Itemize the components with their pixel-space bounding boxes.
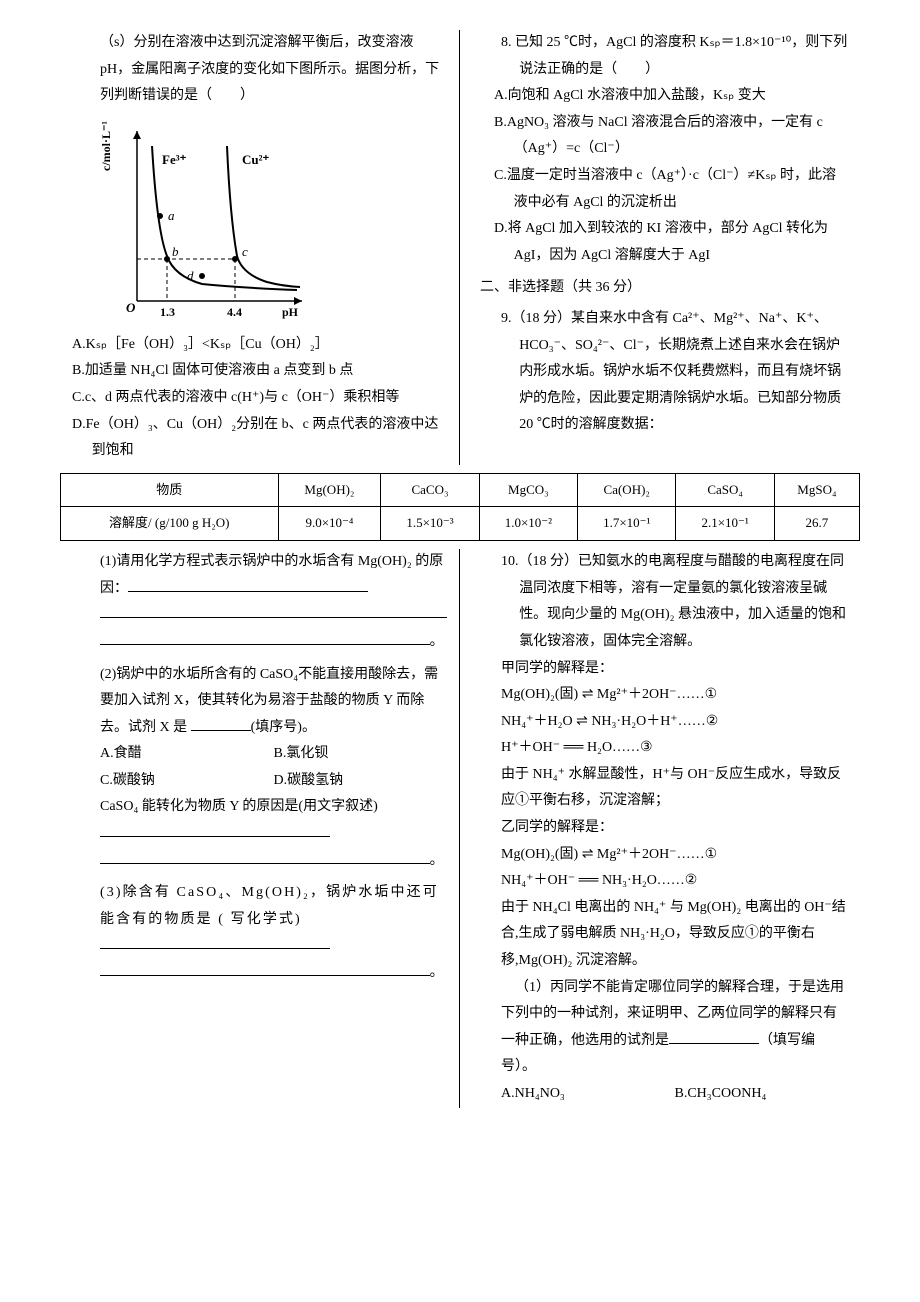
q8-optC: C.温度一定时当溶液中 c（Ag⁺）·c（Cl⁻）≠Kₛₚ 时，此溶液中必有 A… xyxy=(480,163,848,216)
q8-stem: 8. 已知 25 ℃时，AgCl 的溶度积 Kₛₚ＝1.8×10⁻¹⁰，则下列说… xyxy=(480,30,848,83)
q7-intro: （s）分别在溶液中达到沉淀溶解平衡后，改变溶液 pH，金属阳离子浓度的变化如下图… xyxy=(72,30,447,110)
q10-stem: 10.（18 分）已知氨水的电离程度与醋酸的电离程度在同温同浓度下相等，溶有一定… xyxy=(480,549,848,655)
chart-point-c: c xyxy=(242,244,248,259)
q9-part1: (1)请用化学方程式表示锅炉中的水垢含有 Mg(OH)₂ 的原因： xyxy=(72,549,447,602)
table-hdr-substance: 物质 xyxy=(61,473,279,507)
q9-part2-reason-text: CaSO₄ 能转化为物质 Y 的原因是(用文字叙述) xyxy=(100,799,378,814)
q9-part3: (3)除含有 CaSO₄、Mg(OH)₂，锅炉水垢中还可能含有的物质是 ( 写化… xyxy=(72,880,447,960)
q10-eq1: Mg(OH)₂(固) ⇌ Mg²⁺＋2OH⁻……① xyxy=(480,682,848,709)
table-hdr-2: CaCO₃ xyxy=(381,473,479,507)
lower-left-column: (1)请用化学方程式表示锅炉中的水垢含有 Mg(OH)₂ 的原因： 。 (2)锅… xyxy=(60,549,460,1107)
q9p2-optA: A.食醋 xyxy=(100,741,274,768)
upper-columns: （s）分别在溶液中达到沉淀溶解平衡后，改变溶液 pH，金属阳离子浓度的变化如下图… xyxy=(60,30,860,465)
q10-eq4: Mg(OH)₂(固) ⇌ Mg²⁺＋2OH⁻……① xyxy=(480,842,848,869)
q10-jia-label: 甲同学的解释是： xyxy=(480,656,848,683)
q9-part2-opts-2: C.碳酸钠 D.碳酸氢钠 xyxy=(72,768,447,795)
q10-bing: （1）丙同学不能肯定哪位同学的解释合理，于是选用下列中的一种试剂，来证明甲、乙两… xyxy=(480,975,848,1081)
q10-bing-optA: A.NH₄NO₃ xyxy=(501,1081,675,1108)
chart-curve-fe: Fe³⁺ xyxy=(162,152,187,167)
q10-bing-optB: B.CH₃COONH₄ xyxy=(675,1081,849,1108)
q9-part2-suffix: (填序号)。 xyxy=(251,720,316,735)
q10-jia-expl: 由于 NH₄⁺ 水解显酸性，H⁺与 OH⁻反应生成水，导致反应①平衡右移，沉淀溶… xyxy=(480,762,848,815)
blank-row-4: 。 xyxy=(72,960,447,987)
blank-line xyxy=(100,962,430,976)
blank-line xyxy=(100,631,430,645)
q10-yi-label: 乙同学的解释是： xyxy=(480,815,848,842)
lower-columns: (1)请用化学方程式表示锅炉中的水垢含有 Mg(OH)₂ 的原因： 。 (2)锅… xyxy=(60,549,860,1107)
section-2-title: 二、非选择题（共 36 分） xyxy=(480,275,848,302)
chart-point-b: b xyxy=(172,244,179,259)
chart-x-label: pH xyxy=(282,305,299,319)
q10-yi-expl: 由于 NH₄Cl 电离出的 NH₄⁺ 与 Mg(OH)₂ 电离出的 OH⁻结合,… xyxy=(480,895,848,975)
blank-row-1 xyxy=(72,602,447,629)
chart-origin: O xyxy=(126,300,136,315)
q7-optB: B.加适量 NH₄Cl 固体可使溶液由 a 点变到 b 点 xyxy=(72,358,447,385)
blank-line xyxy=(100,935,330,949)
solubility-table: 物质 Mg(OH)₂ CaCO₃ MgCO₃ Ca(OH)₂ CaSO₄ MgS… xyxy=(60,473,860,541)
chart-y-label: c/mol·L⁻¹ xyxy=(102,120,113,170)
table-data-row: 溶解度/ (g/100 g H₂O) 9.0×10⁻⁴ 1.5×10⁻³ 1.0… xyxy=(61,507,860,541)
q9p2-optD: D.碳酸氢钠 xyxy=(274,768,448,795)
blank-line xyxy=(100,604,447,618)
table-rowhdr: 溶解度/ (g/100 g H₂O) xyxy=(61,507,279,541)
lower-right-column: 10.（18 分）已知氨水的电离程度与醋酸的电离程度在同温同浓度下相等，溶有一定… xyxy=(460,549,860,1107)
blank-line xyxy=(669,1030,759,1044)
chart-curve-cu: Cu²⁺ xyxy=(242,152,270,167)
blank-line xyxy=(100,823,330,837)
blank-row-3: 。 xyxy=(72,848,447,875)
chart-point-d: d xyxy=(187,268,194,283)
upper-left-column: （s）分别在溶液中达到沉淀溶解平衡后，改变溶液 pH，金属阳离子浓度的变化如下图… xyxy=(60,30,460,465)
chart-xtick-2: 4.4 xyxy=(227,305,242,319)
table-hdr-3: MgCO₃ xyxy=(479,473,577,507)
solubility-ph-chart: c/mol·L⁻¹ Fe³⁺ Cu²⁺ a b c d 1.3 4.4 pH O xyxy=(102,116,312,326)
table-val-1: 9.0×10⁻⁴ xyxy=(278,507,381,541)
q9-part2-opts-1: A.食醋 B.氯化钡 xyxy=(72,741,447,768)
q8-optB: B.AgNO₃ 溶液与 NaCl 溶液混合后的溶液中，一定有 c（Ag⁺）=c（… xyxy=(480,110,848,163)
q9p2-optC: C.碳酸钠 xyxy=(100,768,274,795)
q9p2-optB: B.氯化钡 xyxy=(274,741,448,768)
q7-optD: D.Fe（OH）₃、Cu（OH）₂分别在 b、c 两点代表的溶液中达到饱和 xyxy=(72,412,447,465)
chart-point-a: a xyxy=(168,208,175,223)
q9-stem: 9.（18 分）某自来水中含有 Ca²⁺、Mg²⁺、Na⁺、K⁺、HCO₃⁻、S… xyxy=(480,306,848,439)
q9-part2-reason: CaSO₄ 能转化为物质 Y 的原因是(用文字叙述) xyxy=(72,794,447,847)
blank-line xyxy=(100,850,430,864)
upper-right-column: 8. 已知 25 ℃时，AgCl 的溶度积 Kₛₚ＝1.8×10⁻¹⁰，则下列说… xyxy=(460,30,860,465)
table-val-6: 26.7 xyxy=(774,507,859,541)
q8-optD: D.将 AgCl 加入到较浓的 KI 溶液中，部分 AgCl 转化为 AgI，因… xyxy=(480,216,848,269)
q10-bing-opts: A.NH₄NO₃ B.CH₃COONH₄ xyxy=(480,1081,848,1108)
chart-xtick-1: 1.3 xyxy=(160,305,175,319)
q9-part2: (2)锅炉中的水垢所含有的 CaSO₄不能直接用酸除去，需要加入试剂 X，使其转… xyxy=(72,662,447,742)
q10-eq3: H⁺＋OH⁻ ══ H₂O……③ xyxy=(480,735,848,762)
table-val-5: 2.1×10⁻¹ xyxy=(676,507,774,541)
table-val-4: 1.7×10⁻¹ xyxy=(578,507,676,541)
table-hdr-6: MgSO₄ xyxy=(774,473,859,507)
table-val-2: 1.5×10⁻³ xyxy=(381,507,479,541)
table-header-row: 物质 Mg(OH)₂ CaCO₃ MgCO₃ Ca(OH)₂ CaSO₄ MgS… xyxy=(61,473,860,507)
q10-eq5: NH₄⁺＋OH⁻ ══ NH₃·H₂O……② xyxy=(480,868,848,895)
blank-row-2: 。 xyxy=(72,629,447,656)
table-hdr-5: CaSO₄ xyxy=(676,473,774,507)
table-hdr-1: Mg(OH)₂ xyxy=(278,473,381,507)
blank-line xyxy=(191,717,251,731)
q8-optA: A.向饱和 AgCl 水溶液中加入盐酸，Kₛₚ 变大 xyxy=(480,83,848,110)
q9-part3-text: (3)除含有 CaSO₄、Mg(OH)₂，锅炉水垢中还可能含有的物质是 ( 写化… xyxy=(100,885,439,927)
table-hdr-4: Ca(OH)₂ xyxy=(578,473,676,507)
q7-optA: A.Kₛₚ［Fe（OH）₃］<Kₛₚ［Cu（OH）₂］ xyxy=(72,332,447,359)
table-val-3: 1.0×10⁻² xyxy=(479,507,577,541)
blank-line xyxy=(128,578,368,592)
q10-eq2: NH₄⁺＋H₂O ⇌ NH₃·H₂O＋H⁺……② xyxy=(480,709,848,736)
q7-optC: C.c、d 两点代表的溶液中 c(H⁺)与 c（OH⁻）乘积相等 xyxy=(72,385,447,412)
